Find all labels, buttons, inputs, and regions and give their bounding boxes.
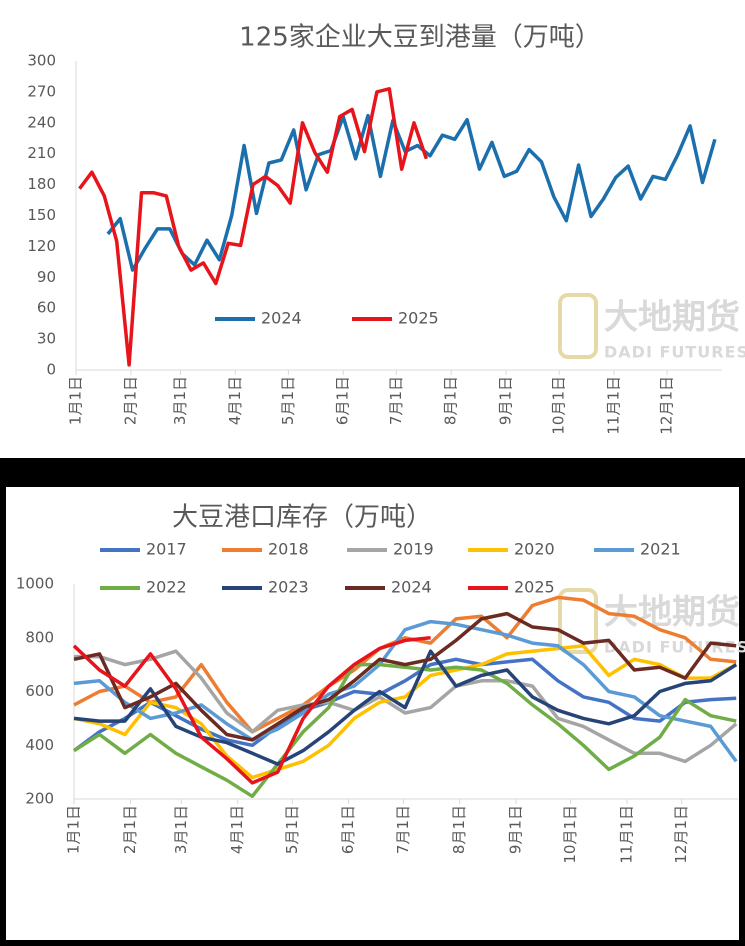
y-tick-label: 120 [27,237,56,255]
y-tick-label: 150 [27,206,56,224]
legend-label: 2024 [391,578,432,597]
legend-label: 2023 [268,578,309,597]
y-tick-label: 60 [37,299,56,317]
x-tick-label: 5月1日 [279,376,297,425]
x-tick-label: 9月1日 [507,805,525,854]
x-tick-label: 7月1日 [394,805,412,854]
x-tick-label: 11月1日 [605,376,623,435]
x-tick-label: 1月1日 [65,805,83,854]
x-tick-label: 10月1日 [550,376,568,435]
legend-label: 2018 [268,540,309,559]
y-tick-label: 0 [46,361,56,379]
x-tick-label: 11月1日 [618,805,636,864]
x-tick-label: 4月1日 [228,805,246,854]
x-tick-label: 9月1日 [497,376,515,425]
legend-label: 2024 [261,309,302,328]
x-tick-label: 6月1日 [339,805,357,854]
line-series [72,636,431,785]
bottom-panel [6,487,739,940]
chart-top: 大地期货 DADI FUTURES 125家企业大豆到港量（万吨） 0 30 60 90 12… [27,23,745,435]
line-series [73,619,738,763]
watermark-logo [558,588,598,654]
watermark-sub: DADI FUTURES [604,343,745,362]
y-tick-label: 200 [25,790,54,808]
y-tick-label: 90 [37,268,56,286]
x-tick-label: 8月1日 [442,376,460,425]
x-tick-label: 4月1日 [226,376,244,425]
line-series [73,662,737,799]
watermark-sub: DADI FUTURES [604,638,745,657]
y-tick-label: 600 [25,682,54,700]
chart-title: 大豆港口库存（万吨） [172,503,432,533]
x-tick-label: 12月1日 [658,376,676,435]
x-tick-label: 12月1日 [672,805,690,864]
x-tick-label: 3月1日 [172,805,190,854]
y-tick-label: 270 [27,82,56,100]
line-series [73,649,738,766]
line-series [106,113,717,272]
x-tick-label: 1月1日 [67,376,85,425]
line-series [73,611,737,742]
y-tick-label: 210 [27,144,56,162]
x-tick-label: 3月1日 [171,376,189,425]
y-tick-label: 1000 [16,575,54,593]
y-tick-label: 300 [27,52,56,70]
watermark: 大地期货 [604,298,740,338]
chart-title: 125家企业大豆到港量（万吨） [239,23,601,53]
y-tick-label: 30 [37,330,56,348]
line-series [78,87,429,367]
chart-bottom: 大地期货 DADI FUTURES 大豆港口库存（万吨） 200 400 600 800 10… [16,503,745,864]
line-series [73,644,738,780]
watermark-logo [558,293,598,359]
legend-label: 2017 [146,540,187,559]
x-tick-label: 6月1日 [334,376,352,425]
x-tick-label: 2月1日 [121,376,139,425]
x-tick-label: 8月1日 [450,805,468,854]
y-tick-label: 240 [27,113,56,131]
x-tick-label: 7月1日 [387,376,405,425]
y-tick-label: 800 [25,628,54,646]
x-tick-label: 10月1日 [561,805,579,864]
watermark: 大地期货 [604,593,740,633]
legend-label: 2025 [398,309,439,328]
line-series [74,649,738,764]
legend-label: 2020 [514,540,555,559]
x-tick-label: 5月1日 [283,805,301,854]
legend-label: 2022 [146,578,187,597]
legend-label: 2019 [393,540,434,559]
legend-label: 2025 [514,578,555,597]
y-tick-label: 400 [25,736,54,754]
y-tick-label: 180 [27,175,56,193]
x-tick-label: 2月1日 [121,805,139,854]
line-series [73,595,737,734]
legend-label: 2021 [640,540,681,559]
line-series [72,657,737,753]
